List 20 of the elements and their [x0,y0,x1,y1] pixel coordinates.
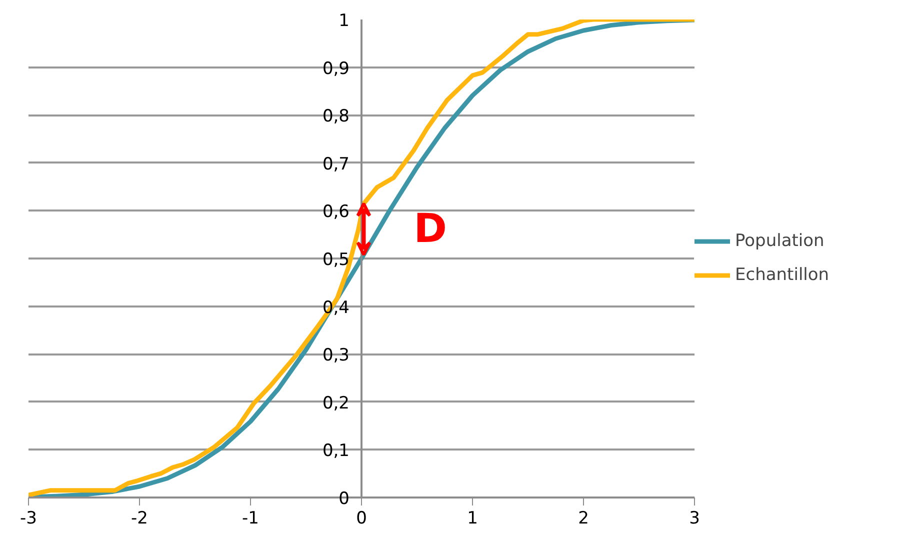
x-tick-label: 0 [356,508,367,528]
y-tick-label: 0,2 [322,393,350,414]
y-tick-label: 0,1 [322,441,350,462]
annotation: D [414,206,447,252]
y-tick-label: 0,7 [322,154,350,174]
y-tick-label: 0,6 [322,202,350,222]
y-tick-label: 0,5 [322,250,350,270]
x-tick-label: -2 [131,508,148,528]
y-tick-label: 0,9 [322,58,350,79]
legend-label: Population [735,231,824,251]
y-tick-label: 1 [338,11,350,31]
x-tick-label: 1 [467,508,478,528]
y-tick-label: 0,3 [322,346,350,366]
y-tick-label: 0 [338,489,350,509]
x-tick-label: 2 [578,508,589,528]
legend-label: Echantillon [735,265,830,285]
x-tick-label: -1 [242,508,259,528]
x-tick-label: -3 [20,508,37,528]
y-tick-label: 0,8 [322,106,350,127]
x-tick-label: 3 [689,508,700,528]
